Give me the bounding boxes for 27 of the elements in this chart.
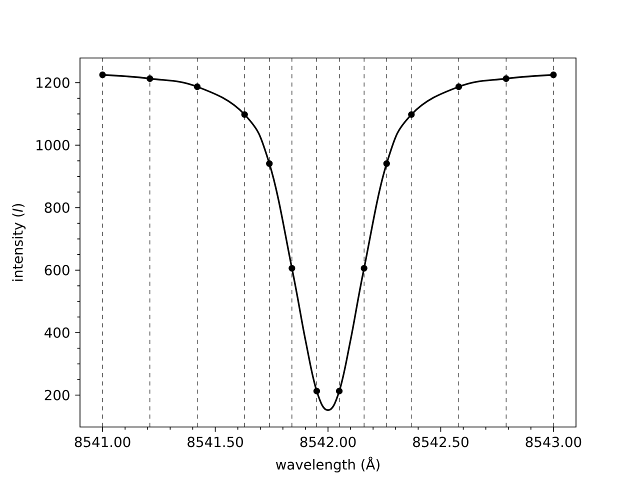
x-tick-label: 8541.50 bbox=[188, 436, 243, 448]
point bbox=[455, 83, 462, 90]
x-tick-label: 8542.00 bbox=[300, 436, 356, 448]
point bbox=[550, 72, 557, 78]
point bbox=[194, 83, 201, 90]
point bbox=[360, 264, 368, 272]
point bbox=[266, 160, 273, 167]
point bbox=[241, 111, 248, 118]
y-tick-label: 600 bbox=[44, 264, 70, 276]
x-axis-title: wavelength (Å) bbox=[276, 456, 380, 472]
y-tick-label: 800 bbox=[44, 202, 70, 213]
point bbox=[99, 72, 106, 78]
y-axis-title: intensity (I) bbox=[12, 204, 26, 281]
y-tick-label: 1200 bbox=[36, 77, 70, 88]
point bbox=[313, 388, 320, 394]
x-tick-label: 8542.50 bbox=[413, 436, 468, 448]
point bbox=[408, 111, 415, 118]
x-tick-label: 8543.00 bbox=[526, 436, 582, 448]
y-tick-label: 1000 bbox=[36, 140, 70, 150]
y-tick-label: 400 bbox=[44, 327, 70, 338]
point bbox=[336, 388, 343, 394]
y-tick-label: 200 bbox=[44, 390, 70, 400]
point bbox=[383, 160, 390, 167]
x-tick-label: 8541.00 bbox=[74, 436, 130, 448]
point bbox=[146, 75, 154, 82]
point bbox=[288, 264, 296, 272]
point bbox=[502, 75, 510, 82]
